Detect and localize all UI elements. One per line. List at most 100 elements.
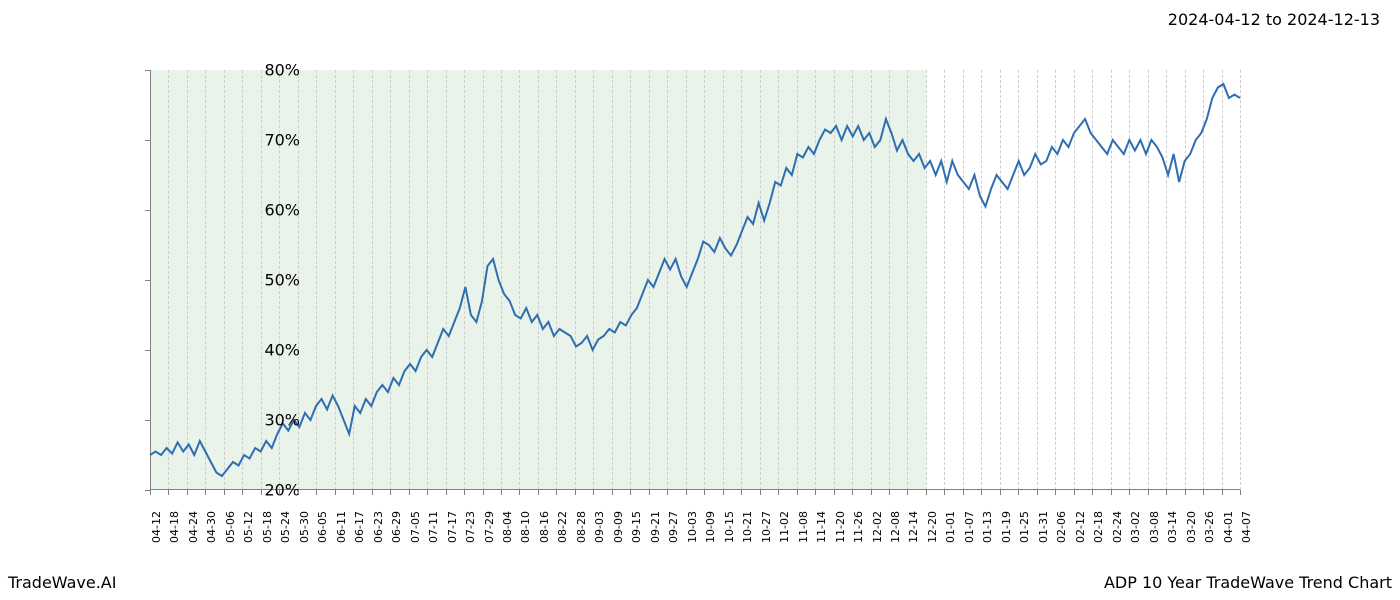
x-axis-tick-label: 03-26: [1203, 511, 1216, 543]
x-axis-tick-label: 11-02: [778, 511, 791, 543]
x-axis-tick-label: 10-21: [741, 511, 754, 543]
x-axis-tick-label: 03-08: [1148, 511, 1161, 543]
y-axis-tick: [145, 70, 150, 71]
x-axis-tick-label: 04-30: [205, 511, 218, 543]
x-axis-tick: [279, 490, 280, 495]
x-axis-tick-label: 11-14: [815, 511, 828, 543]
x-axis-tick: [446, 490, 447, 495]
footer-title: ADP 10 Year TradeWave Trend Chart: [1104, 573, 1392, 592]
x-axis-tick-label: 10-15: [723, 511, 736, 543]
x-axis-tick-label: 03-14: [1166, 511, 1179, 543]
x-axis-tick: [1111, 490, 1112, 495]
x-axis-tick-label: 06-17: [353, 511, 366, 543]
x-axis-tick: [519, 490, 520, 495]
x-axis-tick-label: 01-07: [963, 511, 976, 543]
x-axis-tick: [593, 490, 594, 495]
x-axis-tick-label: 02-24: [1111, 511, 1124, 543]
x-axis-tick: [1055, 490, 1056, 495]
x-axis-tick-label: 11-26: [852, 511, 865, 543]
x-axis-tick-label: 08-22: [556, 511, 569, 543]
x-axis-tick-label: 05-06: [224, 511, 237, 543]
trend-line: [150, 70, 1240, 490]
x-axis-tick: [1000, 490, 1001, 495]
x-axis-tick: [981, 490, 982, 495]
x-axis-tick-label: 09-09: [612, 511, 625, 543]
x-axis-tick-label: 05-24: [279, 511, 292, 543]
x-axis-tick-label: 04-07: [1240, 511, 1253, 543]
x-axis-tick-label: 01-31: [1037, 511, 1050, 543]
x-axis-tick: [298, 490, 299, 495]
y-axis-tick: [145, 420, 150, 421]
x-axis-tick-label: 08-04: [501, 511, 514, 543]
x-axis-tick: [852, 490, 853, 495]
x-axis-tick-label: 06-11: [335, 511, 348, 543]
x-axis-tick: [1092, 490, 1093, 495]
x-axis-tick: [353, 490, 354, 495]
date-range-label: 2024-04-12 to 2024-12-13: [1168, 10, 1380, 29]
x-axis-tick-label: 09-27: [667, 511, 680, 543]
x-axis-tick-label: 12-02: [871, 511, 884, 543]
x-axis-tick: [501, 490, 502, 495]
x-axis-tick: [390, 490, 391, 495]
x-axis-tick-label: 10-27: [760, 511, 773, 543]
x-axis-tick: [1240, 490, 1241, 495]
x-axis-tick-label: 05-12: [242, 511, 255, 543]
x-axis-tick-label: 12-20: [926, 511, 939, 543]
x-axis-tick: [556, 490, 557, 495]
y-axis-tick: [145, 140, 150, 141]
y-axis-tick-label: 80%: [264, 61, 300, 80]
y-axis-tick: [145, 280, 150, 281]
x-axis-tick: [150, 490, 151, 495]
x-axis-tick-label: 07-29: [483, 511, 496, 543]
x-axis-tick: [538, 490, 539, 495]
trend-line-path: [150, 84, 1240, 476]
x-axis-tick: [1037, 490, 1038, 495]
x-axis-tick: [168, 490, 169, 495]
x-axis-tick: [649, 490, 650, 495]
x-axis-tick: [686, 490, 687, 495]
x-axis-tick: [612, 490, 613, 495]
x-axis-tick-label: 12-08: [889, 511, 902, 543]
x-axis-tick-label: 08-10: [519, 511, 532, 543]
x-axis-tick: [1166, 490, 1167, 495]
x-axis-tick-label: 03-02: [1129, 511, 1142, 543]
x-axis-tick: [335, 490, 336, 495]
x-axis-tick-label: 06-29: [390, 511, 403, 543]
x-axis-tick-label: 08-28: [575, 511, 588, 543]
x-axis-tick: [926, 490, 927, 495]
x-axis-tick-label: 01-25: [1018, 511, 1031, 543]
x-axis-tick-label: 09-21: [649, 511, 662, 543]
x-axis-tick: [1018, 490, 1019, 495]
x-axis-tick: [704, 490, 705, 495]
x-axis-tick-label: 09-03: [593, 511, 606, 543]
x-axis-tick-label: 07-17: [446, 511, 459, 543]
x-axis-tick: [630, 490, 631, 495]
x-axis-tick: [797, 490, 798, 495]
x-axis-tick: [1129, 490, 1130, 495]
x-axis-tick-label: 12-14: [907, 511, 920, 543]
x-axis-tick-label: 06-23: [372, 511, 385, 543]
x-axis-tick: [205, 490, 206, 495]
grid-line: [1240, 70, 1241, 490]
y-axis-tick-label: 20%: [264, 481, 300, 500]
x-axis-tick: [1148, 490, 1149, 495]
x-axis-tick-label: 07-23: [464, 511, 477, 543]
x-axis-tick: [723, 490, 724, 495]
x-axis-tick-label: 07-05: [409, 511, 422, 543]
y-axis-tick: [145, 210, 150, 211]
x-axis-tick: [1203, 490, 1204, 495]
x-axis-tick-label: 04-01: [1222, 511, 1235, 543]
x-axis-tick: [778, 490, 779, 495]
y-axis-tick-label: 60%: [264, 201, 300, 220]
x-axis-tick-label: 04-24: [187, 511, 200, 543]
y-axis-tick-label: 30%: [264, 411, 300, 430]
x-axis-tick-label: 11-20: [834, 511, 847, 543]
x-axis-tick: [1074, 490, 1075, 495]
x-axis-tick-label: 01-13: [981, 511, 994, 543]
x-axis-tick-label: 10-09: [704, 511, 717, 543]
x-axis-tick-label: 03-20: [1185, 511, 1198, 543]
footer-brand: TradeWave.AI: [8, 573, 116, 592]
x-axis-tick: [224, 490, 225, 495]
x-axis-tick: [261, 490, 262, 495]
x-axis-tick: [889, 490, 890, 495]
